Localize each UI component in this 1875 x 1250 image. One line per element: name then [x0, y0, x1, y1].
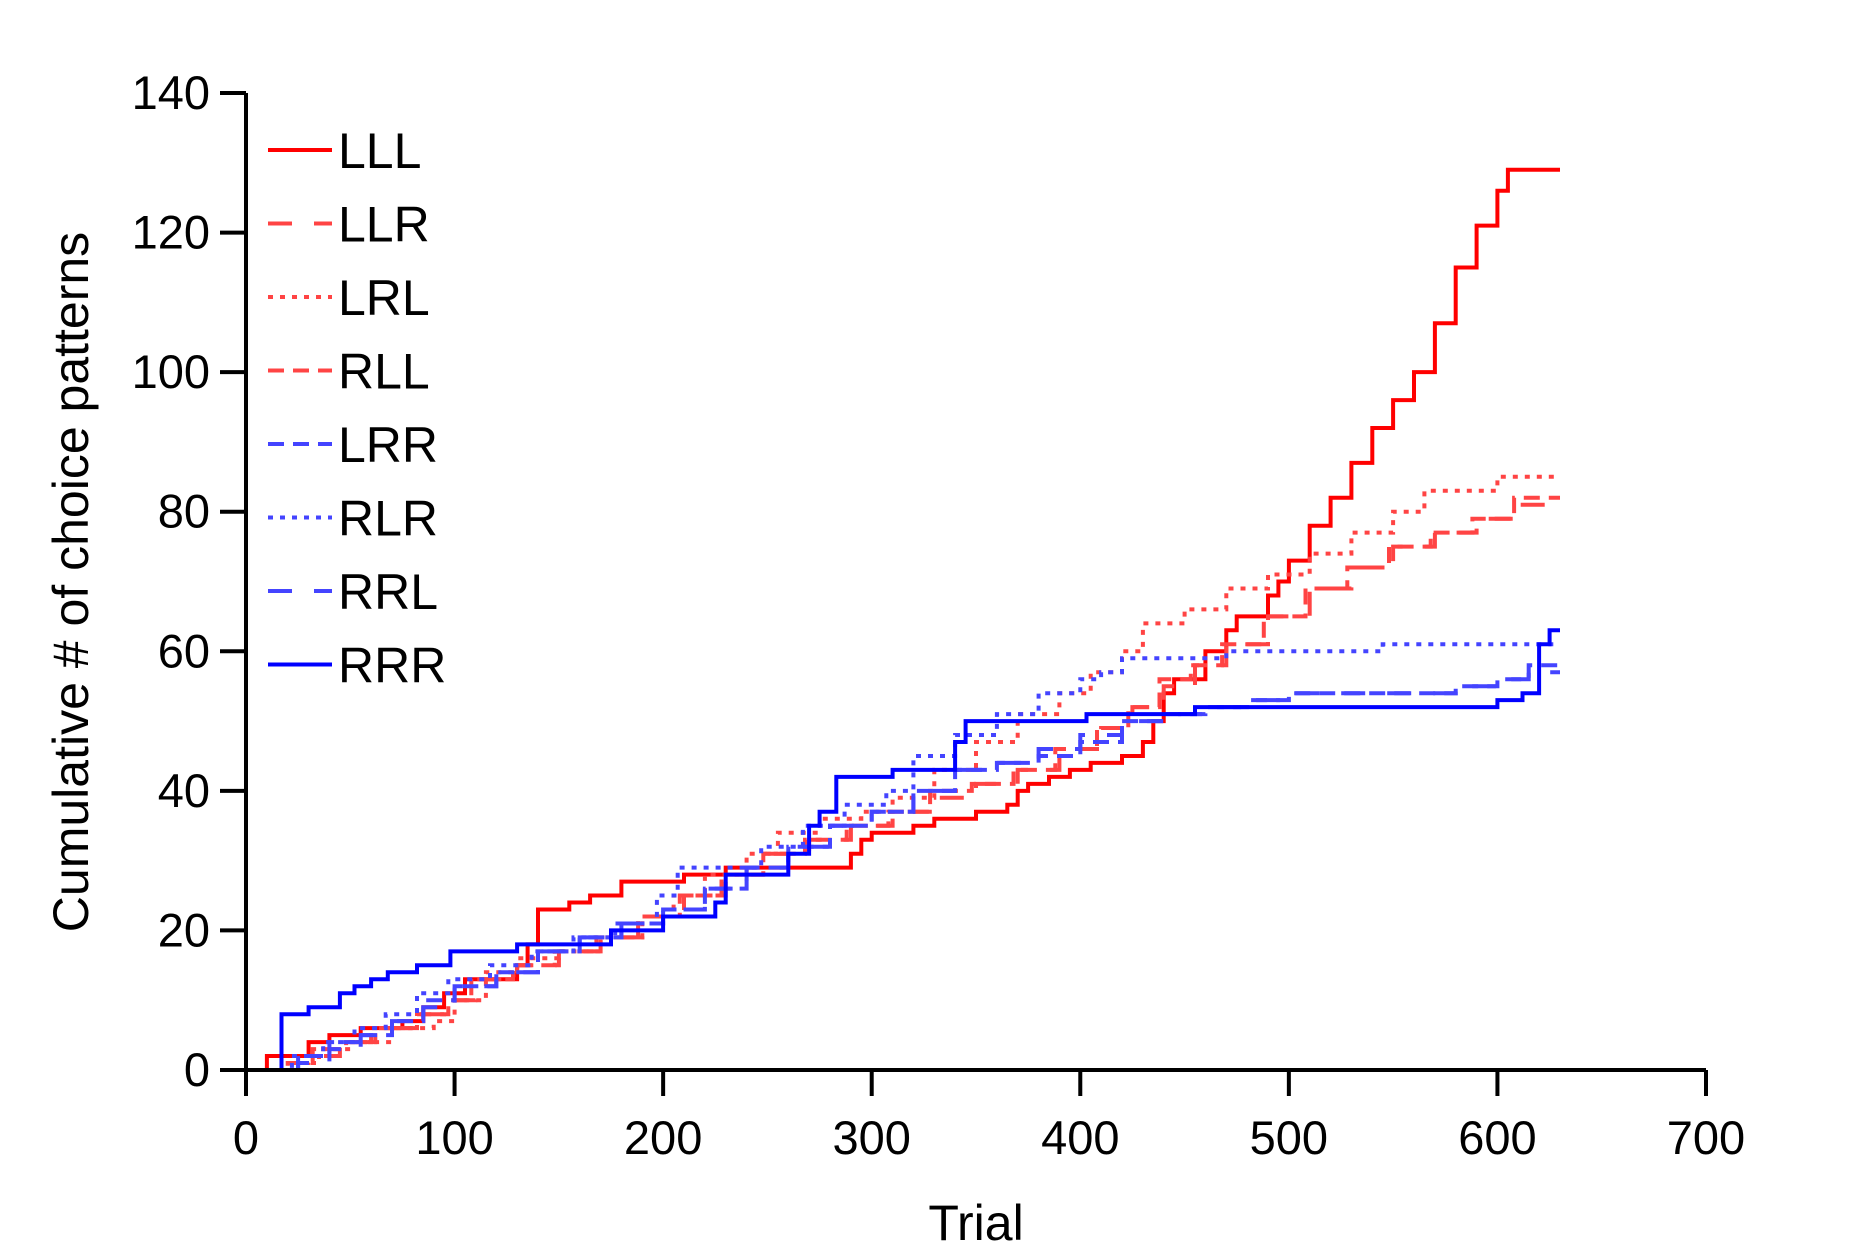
- legend-label-lrr: LRR: [338, 417, 438, 473]
- legend-label-rrl: RRL: [338, 564, 438, 620]
- series-line-lll: [246, 167, 1560, 1072]
- y-tick-label: 20: [158, 903, 210, 956]
- axes: [244, 93, 1706, 1072]
- y-tick-label: 0: [184, 1043, 210, 1096]
- x-ticks: 0 100 200 300 400 500 600 700: [233, 1070, 1745, 1164]
- y-tick-label: 80: [158, 485, 210, 538]
- y-tick-label: 140: [132, 66, 210, 119]
- series-line-rrr: [246, 628, 1560, 1072]
- x-tick-label: 700: [1667, 1111, 1745, 1164]
- legend-label-rlr: RLR: [338, 491, 438, 547]
- x-tick-label: 200: [624, 1111, 702, 1164]
- x-axis-title: Trial: [928, 1195, 1023, 1250]
- series-line-rrl: [246, 670, 1560, 1072]
- x-tick-label: 400: [1041, 1111, 1119, 1164]
- legend-label-lll: LLL: [338, 123, 421, 179]
- legend-label-lrl: LRL: [338, 270, 430, 326]
- x-tick-label: 300: [833, 1111, 911, 1164]
- y-tick-label: 60: [158, 624, 210, 677]
- series-line-lrl: [246, 474, 1560, 1072]
- series-line-llr: [246, 502, 1560, 1072]
- series-line-lrr: [246, 663, 1560, 1072]
- y-tick-label: 40: [158, 764, 210, 817]
- y-axis-title: Cumulative # of choice patterns: [43, 232, 99, 932]
- x-tick-label: 600: [1458, 1111, 1536, 1164]
- legend-label-llr: LLR: [338, 197, 430, 253]
- series-line-rlr: [246, 642, 1560, 1072]
- y-tick-label: 100: [132, 345, 210, 398]
- x-tick-label: 0: [233, 1111, 259, 1164]
- y-ticks: 0 20 40 60 80 100 120 140: [132, 66, 246, 1096]
- series-line-rll: [246, 495, 1560, 1072]
- x-tick-label: 500: [1250, 1111, 1328, 1164]
- x-tick-label: 100: [415, 1111, 493, 1164]
- y-tick-label: 120: [132, 206, 210, 259]
- legend-label-rrr: RRR: [338, 638, 446, 694]
- legend-label-rll: RLL: [338, 344, 430, 400]
- series-layer: [246, 167, 1560, 1072]
- legend: LLL LLR LRL RLL LRR RLR RRL RRR: [268, 123, 446, 694]
